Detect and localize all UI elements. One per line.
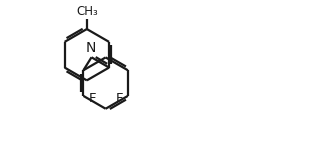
Text: CH₃: CH₃ — [76, 5, 98, 18]
Text: N: N — [85, 41, 96, 55]
Text: F: F — [88, 92, 96, 105]
Text: F: F — [116, 92, 123, 105]
